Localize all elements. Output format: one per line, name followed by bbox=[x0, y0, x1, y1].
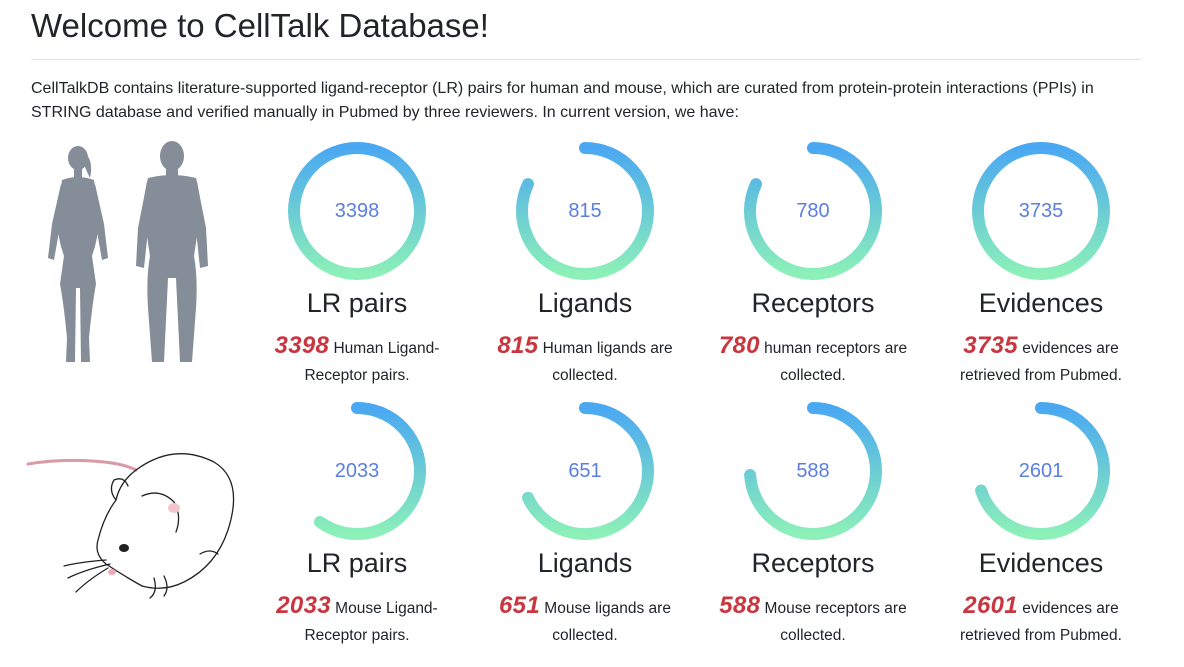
mouse-ligands-description: 651 Mouse ligands are collected. bbox=[485, 592, 685, 649]
progress-arc bbox=[313, 402, 426, 540]
human-ligands-label: Ligands bbox=[537, 288, 633, 318]
intro-text: CellTalkDB contains literature-supported… bbox=[31, 80, 1094, 121]
mouse-receptors-ring-value: 588 bbox=[796, 460, 830, 482]
progress-arc bbox=[522, 402, 654, 540]
mouse-lr-pairs-label: LR pairs bbox=[306, 548, 408, 578]
mouse-illustration bbox=[24, 436, 246, 602]
mouse-evidences-card: 2601 Evidences 2601 evidences are retrie… bbox=[941, 398, 1141, 649]
mouse-evidences-ring-value: 2601 bbox=[1018, 460, 1064, 482]
mouse-lr-pairs-description: 2033 Mouse Ligand-Receptor pairs. bbox=[257, 592, 457, 649]
mouse-evidences-description: 2601 evidences are retrieved from Pubmed… bbox=[941, 592, 1141, 649]
human-lr-pairs-ring-value: 3398 bbox=[334, 200, 380, 222]
progress-arc bbox=[744, 142, 882, 280]
human-ligands-description: 815 Human ligands are collected. bbox=[485, 332, 685, 389]
progress-arc bbox=[744, 402, 882, 540]
mouse-lr-pairs-card: 2033 LR pairs 2033 Mouse Ligand-Receptor… bbox=[257, 398, 457, 649]
mouse-evidences-count: 2601 bbox=[963, 592, 1018, 619]
human-ligands-ring-value: 815 bbox=[568, 200, 602, 222]
progress-arc bbox=[975, 402, 1110, 540]
mouse-evidences-ring: 2601 bbox=[968, 398, 1114, 544]
progress-arc bbox=[288, 142, 426, 280]
human-lr-pairs-count: 3398 bbox=[274, 332, 330, 359]
mouse-receptors-label: Receptors bbox=[751, 548, 875, 578]
human-ligands-ring: 815 bbox=[512, 138, 658, 284]
mouse-ligands-ring: 651 bbox=[512, 398, 658, 544]
human-receptors-ring-value: 780 bbox=[796, 200, 830, 222]
human-receptors-card: 780 Receptors 780 human receptors are co… bbox=[713, 138, 913, 389]
mouse-evidences-label: Evidences bbox=[978, 548, 1104, 578]
human-ligands-text: Human ligands are collected. bbox=[538, 340, 673, 384]
human-evidences-ring: 3735 bbox=[968, 138, 1114, 284]
human-receptors-label: Receptors bbox=[751, 288, 875, 318]
mouse-receptors-card: 588 Receptors 588 Mouse receptors are co… bbox=[713, 398, 913, 649]
human-lr-pairs-card: 3398 LR pairs 3398 Human Ligand-Receptor… bbox=[257, 138, 457, 389]
mouse-evidences-text: evidences are retrieved from Pubmed. bbox=[960, 600, 1122, 644]
human-receptors-ring: 780 bbox=[740, 138, 886, 284]
human-receptors-text: human receptors are collected. bbox=[759, 340, 908, 384]
human-ligands-count: 815 bbox=[497, 332, 539, 359]
mouse-receptors-description: 588 Mouse receptors are collected. bbox=[713, 592, 913, 649]
human-lr-pairs-description: 3398 Human Ligand-Receptor pairs. bbox=[257, 332, 457, 389]
mouse-receptors-ring: 588 bbox=[740, 398, 886, 544]
human-lr-pairs-label: LR pairs bbox=[306, 288, 408, 318]
progress-arc bbox=[972, 142, 1110, 280]
mouse-ligands-label: Ligands bbox=[537, 548, 633, 578]
human-evidences-text: evidences are retrieved from Pubmed. bbox=[960, 340, 1122, 384]
human-ligands-card: 815 Ligands 815 Human ligands are collec… bbox=[485, 138, 685, 389]
mouse-ligands-card: 651 Ligands 651 Mouse ligands are collec… bbox=[485, 398, 685, 649]
human-lr-pairs-text: Human Ligand-Receptor pairs. bbox=[304, 340, 440, 384]
page-title: Welcome to CellTalk Database! bbox=[31, 7, 489, 44]
human-figures-illustration bbox=[40, 138, 220, 370]
human-evidences-count: 3735 bbox=[963, 332, 1018, 359]
mouse-receptors-text: Mouse receptors are collected. bbox=[760, 600, 907, 644]
mouse-receptors-count: 588 bbox=[719, 592, 761, 619]
human-evidences-ring-value: 3735 bbox=[1018, 200, 1064, 222]
human-evidences-label: Evidences bbox=[978, 288, 1104, 318]
mouse-ligands-count: 651 bbox=[499, 592, 540, 619]
mouse-lr-pairs-ring-value: 2033 bbox=[334, 460, 380, 482]
mouse-ligands-text: Mouse ligands are collected. bbox=[539, 600, 671, 644]
human-receptors-count: 780 bbox=[718, 332, 760, 359]
mouse-lr-pairs-text: Mouse Ligand-Receptor pairs. bbox=[304, 600, 438, 644]
human-lr-pairs-ring: 3398 bbox=[284, 138, 430, 284]
mouse-lr-pairs-count: 2033 bbox=[276, 592, 331, 619]
human-evidences-card: 3735 Evidences 3735 evidences are retrie… bbox=[941, 138, 1141, 389]
title-divider bbox=[31, 59, 1141, 60]
mouse-ligands-ring-value: 651 bbox=[568, 460, 602, 482]
progress-arc bbox=[516, 142, 654, 280]
mouse-lr-pairs-ring: 2033 bbox=[284, 398, 430, 544]
human-evidences-description: 3735 evidences are retrieved from Pubmed… bbox=[941, 332, 1141, 389]
human-receptors-description: 780 human receptors are collected. bbox=[713, 332, 913, 389]
